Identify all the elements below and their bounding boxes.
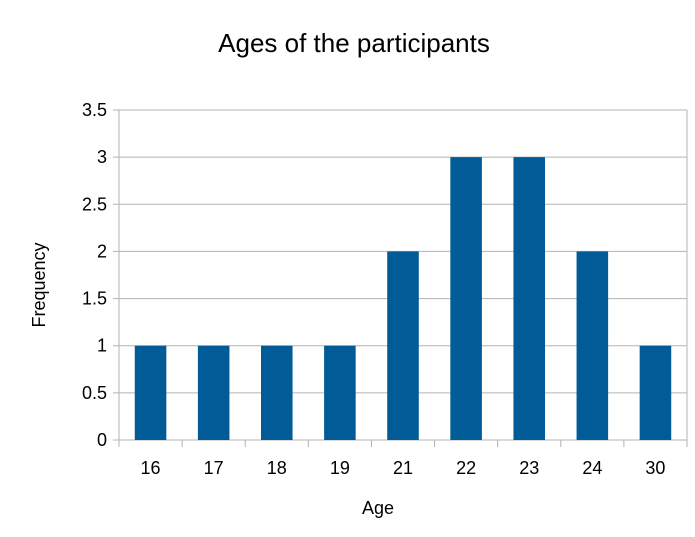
bar — [450, 157, 482, 440]
x-tick-label: 17 — [204, 458, 224, 478]
x-tick-label: 23 — [519, 458, 539, 478]
x-tick-label: 21 — [393, 458, 413, 478]
bar — [324, 345, 356, 440]
bar — [197, 345, 230, 440]
x-tick-labels: 16 17 18 19 21 22 23 24 30 — [141, 458, 666, 478]
x-tick-label: 30 — [645, 458, 665, 478]
bar — [261, 345, 293, 440]
bar — [134, 345, 167, 440]
bar — [639, 345, 672, 440]
y-tick-label: 1 — [97, 336, 107, 356]
y-axis-label: Frequency — [29, 242, 49, 327]
y-tick-label: 0 — [97, 430, 107, 450]
y-tick-label: 0.5 — [82, 383, 107, 403]
y-tick-label: 3.5 — [82, 100, 107, 120]
x-tick-label: 24 — [582, 458, 602, 478]
y-tick-labels: 0 0.5 1 1.5 2 2.5 3 3.5 — [82, 100, 107, 450]
y-tick-label: 1.5 — [82, 289, 107, 309]
y-tick-label: 3 — [97, 147, 107, 167]
bar — [387, 251, 419, 440]
x-tick-label: 18 — [267, 458, 287, 478]
x-axis-label: Age — [362, 498, 394, 518]
bar — [576, 251, 609, 440]
y-tick-label: 2.5 — [82, 194, 107, 214]
y-tick-label: 2 — [97, 241, 107, 261]
x-tick-label: 19 — [330, 458, 350, 478]
bars — [134, 157, 672, 440]
axes — [118, 110, 688, 447]
x-tick-label: 22 — [456, 458, 476, 478]
x-tick-label: 16 — [141, 458, 161, 478]
bar — [513, 157, 545, 440]
chart-title: Ages of the participants — [218, 28, 490, 58]
